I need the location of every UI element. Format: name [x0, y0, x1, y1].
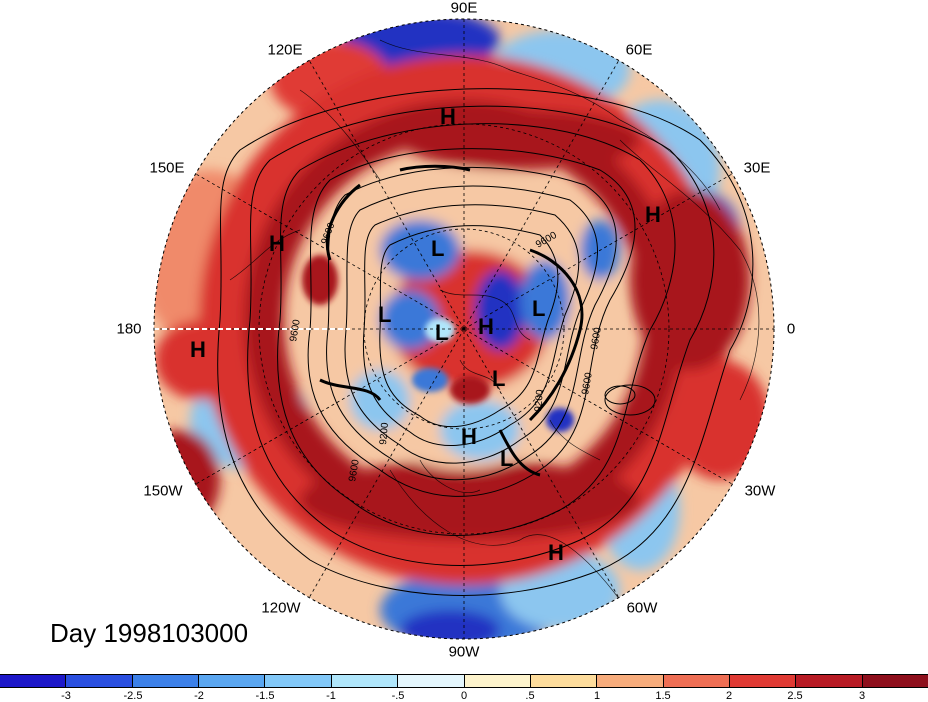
colorbar-tick: .5 [525, 690, 535, 702]
colorbar-segment [862, 675, 928, 687]
longitude-label-0: 0 [786, 320, 796, 338]
contour-label: 9600 [288, 318, 303, 342]
low-pressure-marker: L [435, 320, 448, 345]
contour-label: 9600 [589, 326, 604, 350]
colorbar-tick: -2.5 [123, 690, 143, 702]
colorbar-tick: -1.5 [255, 690, 275, 702]
longitude-label-90e: 90E [450, 0, 478, 17]
height-contours [217, 88, 754, 596]
colorbar-segment [530, 675, 598, 687]
low-pressure-marker: L [500, 446, 513, 471]
longitude-label-30w: 30W [744, 482, 776, 500]
high-pressure-marker: H [269, 231, 285, 256]
colorbar-segment [0, 675, 67, 687]
colorbar-segment [265, 675, 332, 687]
day-title: Day 1998103000 [50, 618, 249, 648]
longitude-label-180: 180 [116, 320, 142, 338]
colorbar-segment [199, 675, 266, 687]
high-pressure-marker: H [548, 540, 564, 565]
coastlines [229, 39, 760, 601]
colorbar-tick: -.5 [391, 690, 405, 702]
colorbar-tick: 0 [460, 690, 468, 702]
jet-contours [319, 164, 584, 477]
high-pressure-marker: H [461, 424, 477, 449]
colorbar-tick: -1 [326, 690, 336, 702]
longitude-label-30e: 30E [743, 159, 771, 177]
colorbar-segment [132, 675, 200, 687]
longitude-label-60e: 60E [625, 41, 653, 59]
colorbar-segment [663, 675, 730, 687]
longitude-label-60w: 60W [626, 599, 658, 617]
colorbar-tick: 1 [593, 690, 601, 702]
colorbar-tick: 2 [725, 690, 733, 702]
colorbar-segment [464, 675, 531, 687]
low-pressure-marker: L [431, 236, 444, 261]
pressure-markers: H H H H H H H L L L L L L [190, 104, 661, 565]
colorbar-segment [597, 675, 664, 687]
colorbar-segment [398, 675, 465, 687]
longitude-label-120e: 120E [267, 41, 303, 59]
colorbar-segment [729, 675, 797, 687]
colorbar-tick: -2 [194, 690, 204, 702]
longitude-label-150w: 150W [143, 482, 183, 500]
longitude-label-120w: 120W [261, 599, 301, 617]
colorbar-tick: -3 [61, 690, 71, 702]
colorbar [0, 674, 928, 688]
anomaly-field [154, 19, 774, 639]
longitude-label-150e: 150E [149, 159, 185, 177]
low-pressure-marker: L [532, 296, 545, 321]
colorbar-segment [66, 675, 133, 687]
colorbar-segment [331, 675, 399, 687]
high-pressure-marker: H [440, 104, 456, 129]
contour-label: 9600 [580, 371, 595, 395]
high-pressure-marker: H [645, 202, 661, 227]
colorbar-tick: 3 [858, 690, 866, 702]
longitude-label-90w: 90W [448, 643, 480, 661]
contour-label: 9200 [378, 422, 391, 446]
contour-label: 9200 [533, 389, 546, 413]
low-pressure-marker: L [378, 302, 391, 327]
high-pressure-marker: H [190, 337, 206, 362]
map-border [153, 18, 775, 640]
colorbar-tick: 2.5 [787, 690, 803, 702]
colorbar-tick: 1.5 [655, 690, 671, 702]
colorbar-segment [796, 675, 863, 687]
high-pressure-marker: H [478, 314, 494, 339]
low-pressure-marker: L [492, 366, 505, 391]
contour-label: 9600 [347, 458, 362, 482]
